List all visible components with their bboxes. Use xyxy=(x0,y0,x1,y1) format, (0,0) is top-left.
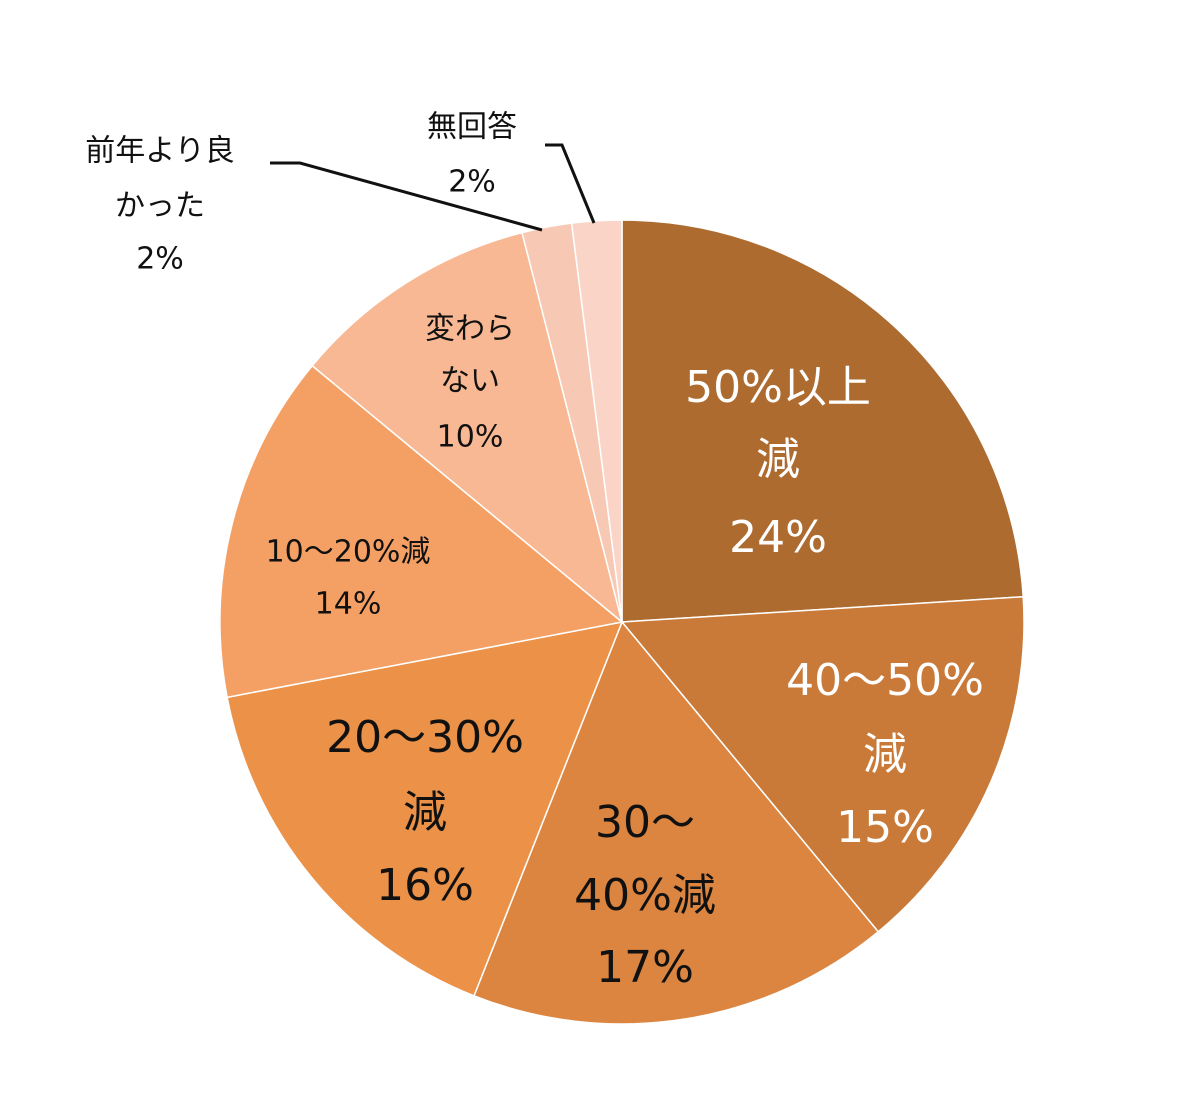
slice-label: 50%以上 xyxy=(685,362,871,413)
slice-label: 変わら xyxy=(425,312,515,347)
slice-label: 無回答 xyxy=(427,110,517,145)
pie-slice xyxy=(219,364,624,699)
value-label: 15% xyxy=(836,802,934,853)
slice-label: 40～50% xyxy=(786,655,984,706)
slice-label: 10～20%減 xyxy=(266,535,431,570)
value-label: 2% xyxy=(448,165,496,200)
pie-slice xyxy=(620,595,1025,933)
value-label: 10% xyxy=(437,420,504,455)
slice-label: 20～30% xyxy=(326,712,524,763)
slice-label: 減 xyxy=(403,787,447,838)
slice-label: 減 xyxy=(863,729,907,780)
value-label: 24% xyxy=(729,512,827,563)
value-label: 16% xyxy=(376,860,474,911)
slice-label: ない xyxy=(440,364,500,399)
leader-line xyxy=(545,143,596,224)
value-label: 2% xyxy=(136,242,184,277)
value-label: 17% xyxy=(596,942,694,993)
pie-slice xyxy=(226,621,624,997)
slice-label: 減 xyxy=(756,434,800,485)
pie-slice xyxy=(570,219,623,623)
slice-label: かった xyxy=(115,189,205,224)
slice-label: 40%減 xyxy=(574,870,716,921)
pie-slice xyxy=(621,219,1025,623)
slice-label: 前年より良 xyxy=(85,134,234,169)
pie-slice xyxy=(311,231,624,625)
leader-line xyxy=(270,161,543,232)
slice-label: 30～ xyxy=(595,797,695,848)
pie-slice xyxy=(473,620,880,1025)
value-label: 14% xyxy=(315,587,382,622)
